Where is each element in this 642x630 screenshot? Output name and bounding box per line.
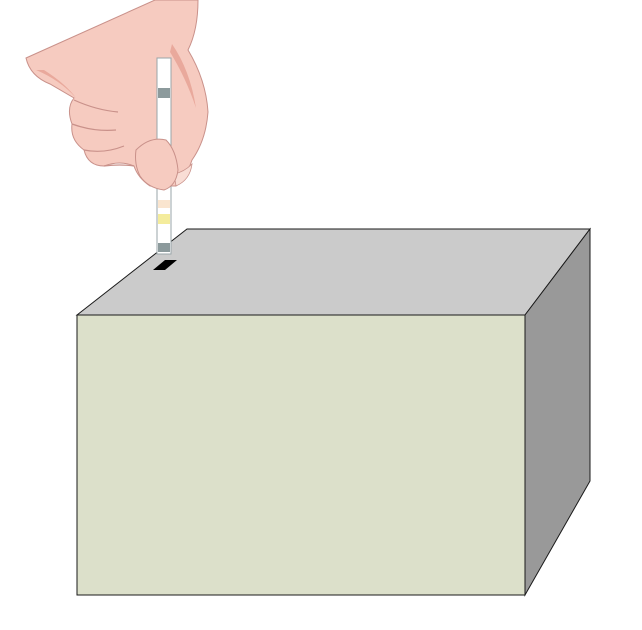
thumb: [135, 138, 179, 191]
box-front-face: [76, 314, 526, 596]
strip-pad-gray-bottom: [158, 243, 170, 252]
strip-pad-yellow: [158, 214, 170, 224]
analyzer-box-icon: [75, 227, 592, 597]
strip-pad-gray-top: [158, 88, 170, 98]
test-strip-icon: [135, 57, 179, 255]
insertion-slot-icon: [153, 260, 177, 270]
strip-pad-peach: [158, 200, 170, 208]
finger-fold-lines: [71, 99, 165, 187]
